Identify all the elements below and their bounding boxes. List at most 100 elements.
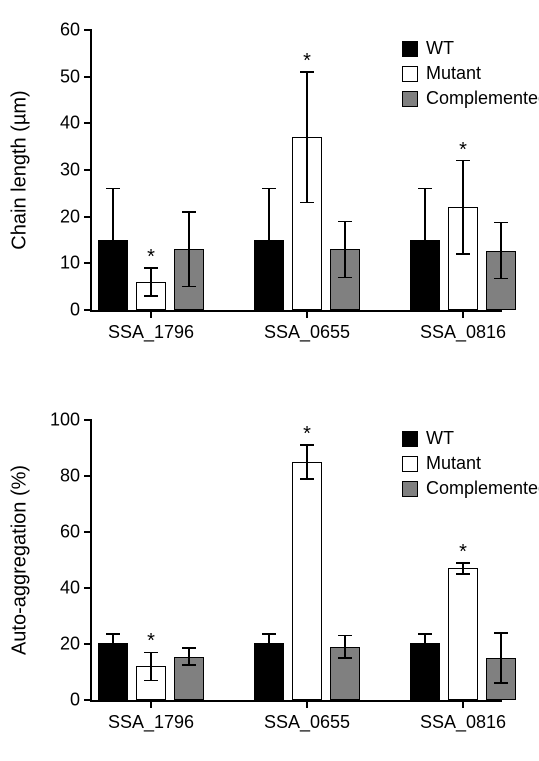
error-cap xyxy=(106,633,120,635)
error-bar xyxy=(188,648,190,665)
error-cap xyxy=(262,291,276,293)
y-tick-label: 10 xyxy=(60,253,80,274)
y-tick xyxy=(84,309,92,311)
error-cap xyxy=(182,664,196,666)
y-tick-label: 0 xyxy=(70,300,80,321)
y-axis-label: Chain length (µm) xyxy=(9,90,32,249)
error-bar xyxy=(424,189,426,292)
error-bar xyxy=(500,633,502,683)
error-cap xyxy=(106,291,120,293)
y-tick-label: 40 xyxy=(60,113,80,134)
x-tick xyxy=(306,310,308,318)
error-cap xyxy=(338,277,352,279)
x-group-label: SSA_1796 xyxy=(108,322,194,343)
legend-swatch xyxy=(402,481,418,497)
error-cap xyxy=(494,222,508,224)
error-cap xyxy=(182,286,196,288)
error-bar xyxy=(344,636,346,658)
y-tick xyxy=(84,169,92,171)
chain-length-chart: 0102030405060SSA_1796*SSA_0655*SSA_0816*… xyxy=(0,10,539,370)
error-bar xyxy=(500,223,502,279)
legend-item: WT xyxy=(402,428,539,449)
error-cap xyxy=(106,188,120,190)
y-tick-label: 60 xyxy=(60,522,80,543)
error-cap xyxy=(418,291,432,293)
error-cap xyxy=(456,573,470,575)
error-cap xyxy=(182,211,196,213)
y-tick-label: 40 xyxy=(60,578,80,599)
y-tick-label: 20 xyxy=(60,206,80,227)
y-tick xyxy=(84,122,92,124)
error-cap xyxy=(494,632,508,634)
error-bar xyxy=(424,634,426,651)
legend-item: Complemented xyxy=(402,478,539,499)
error-cap xyxy=(338,657,352,659)
x-tick xyxy=(306,700,308,708)
error-cap xyxy=(262,650,276,652)
error-cap xyxy=(144,680,158,682)
legend-swatch xyxy=(402,456,418,472)
y-tick xyxy=(84,216,92,218)
x-group-label: SSA_0655 xyxy=(264,322,350,343)
y-tick-label: 0 xyxy=(70,690,80,711)
x-group-label: SSA_0816 xyxy=(420,712,506,733)
significance-marker: * xyxy=(459,541,467,564)
error-cap xyxy=(338,221,352,223)
legend-text: Mutant xyxy=(426,453,481,474)
legend: WT Mutant Complemented xyxy=(402,428,539,503)
y-tick xyxy=(84,262,92,264)
x-tick xyxy=(462,310,464,318)
legend-swatch xyxy=(402,91,418,107)
y-tick-label: 20 xyxy=(60,634,80,655)
error-bar xyxy=(150,652,152,680)
y-tick xyxy=(84,643,92,645)
legend-item: WT xyxy=(402,38,539,59)
error-bar xyxy=(268,189,270,292)
legend-text: Complemented xyxy=(426,88,539,109)
y-tick-label: 50 xyxy=(60,66,80,87)
legend-text: Complemented xyxy=(426,478,539,499)
bar xyxy=(292,462,322,700)
plot-area: 0102030405060SSA_1796*SSA_0655*SSA_0816*… xyxy=(90,30,502,312)
y-tick-label: 80 xyxy=(60,466,80,487)
y-tick xyxy=(84,29,92,31)
error-bar xyxy=(462,161,464,254)
error-cap xyxy=(418,188,432,190)
y-tick xyxy=(84,699,92,701)
legend-text: WT xyxy=(426,38,454,59)
error-bar xyxy=(268,634,270,651)
bar xyxy=(448,568,478,700)
x-group-label: SSA_0816 xyxy=(420,322,506,343)
significance-marker: * xyxy=(303,50,311,73)
x-tick xyxy=(462,700,464,708)
legend-item: Mutant xyxy=(402,453,539,474)
legend-item: Mutant xyxy=(402,63,539,84)
y-tick-label: 100 xyxy=(50,410,80,431)
y-tick xyxy=(84,587,92,589)
error-cap xyxy=(262,633,276,635)
error-cap xyxy=(418,650,432,652)
error-bar xyxy=(112,189,114,292)
legend: WT Mutant Complemented xyxy=(402,38,539,113)
error-cap xyxy=(106,650,120,652)
error-cap xyxy=(338,635,352,637)
legend-swatch xyxy=(402,41,418,57)
significance-marker: * xyxy=(147,246,155,269)
legend-swatch xyxy=(402,66,418,82)
legend-text: Mutant xyxy=(426,63,481,84)
x-tick xyxy=(150,310,152,318)
error-bar xyxy=(188,212,190,287)
error-bar xyxy=(150,268,152,296)
figure-container: 0 10 20 30 40 50 60 SSA_1796 * SSA_0655 * SSA_0816 *… xyxy=(0,0,539,761)
error-cap xyxy=(418,633,432,635)
x-group-label: SSA_1796 xyxy=(108,712,194,733)
error-cap xyxy=(300,202,314,204)
legend-text: WT xyxy=(426,428,454,449)
plot-area: 020406080100SSA_1796*SSA_0655*SSA_0816*W… xyxy=(90,420,502,702)
y-tick xyxy=(84,475,92,477)
error-bar xyxy=(306,445,308,479)
error-cap xyxy=(300,478,314,480)
y-tick-label: 30 xyxy=(60,160,80,181)
error-bar xyxy=(306,72,308,203)
error-cap xyxy=(262,188,276,190)
